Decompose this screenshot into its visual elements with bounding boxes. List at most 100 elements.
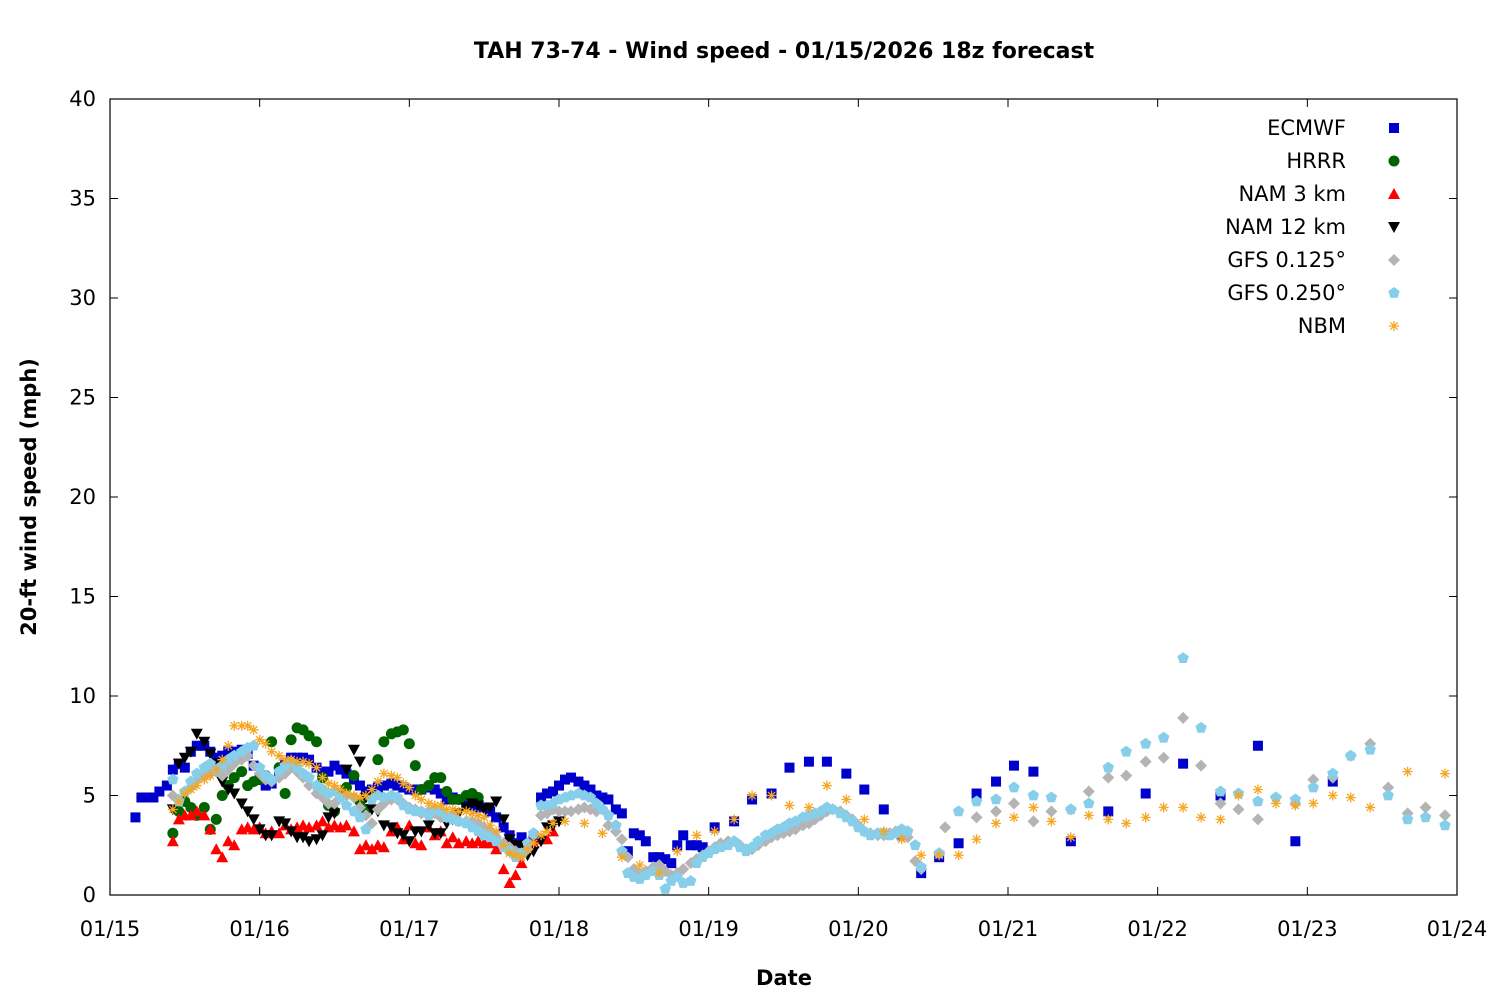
- data-point: [878, 826, 889, 837]
- legend-entry: GFS 0.125°: [1227, 248, 1400, 272]
- x-tick-label: 01/17: [379, 917, 440, 941]
- data-point: [616, 845, 628, 857]
- data-point: [236, 766, 248, 778]
- data-point: [803, 756, 814, 767]
- data-point: [166, 835, 179, 847]
- data-point: [317, 766, 328, 777]
- data-point: [441, 794, 452, 805]
- data-point: [329, 760, 340, 771]
- data-point: [1215, 814, 1226, 825]
- data-point: [348, 805, 360, 817]
- data-point: [1270, 798, 1281, 809]
- data-point: [1290, 800, 1301, 811]
- data-point: [841, 768, 852, 779]
- data-point: [490, 796, 503, 808]
- legend-marker: [1388, 222, 1400, 233]
- data-point: [423, 798, 434, 809]
- data-point: [354, 792, 365, 803]
- data-point: [660, 854, 671, 865]
- data-point: [198, 801, 210, 813]
- data-point: [172, 758, 185, 770]
- legend-marker: [1388, 188, 1400, 199]
- data-point: [1307, 781, 1319, 793]
- data-point: [222, 784, 235, 796]
- data-point: [1008, 812, 1019, 823]
- data-point: [542, 826, 553, 837]
- data-point: [821, 756, 832, 767]
- legend-entry: NAM 12 km: [1225, 215, 1400, 239]
- data-point: [397, 830, 410, 842]
- data-point: [1140, 737, 1152, 749]
- data-point: [335, 764, 346, 775]
- data-point: [1252, 784, 1263, 795]
- data-point: [616, 852, 627, 863]
- data-point: [1270, 791, 1282, 803]
- data-point: [229, 720, 240, 731]
- data-point: [377, 841, 390, 853]
- data-point: [542, 788, 553, 799]
- data-point: [199, 774, 210, 785]
- data-point: [142, 792, 153, 803]
- data-point: [223, 740, 234, 751]
- data-point: [1214, 785, 1227, 797]
- data-point: [285, 826, 298, 838]
- data-point: [691, 840, 702, 851]
- data-point: [510, 850, 521, 861]
- data-point: [685, 840, 696, 851]
- data-point: [473, 810, 484, 821]
- data-points: [130, 652, 1452, 894]
- data-point: [503, 877, 516, 889]
- data-point: [423, 780, 435, 792]
- data-point: [1045, 791, 1058, 803]
- data-point: [1083, 810, 1094, 821]
- data-point: [359, 839, 372, 851]
- data-point: [266, 736, 278, 748]
- data-point: [435, 800, 446, 811]
- data-point: [216, 776, 229, 788]
- data-point: [509, 869, 522, 881]
- data-point: [198, 809, 211, 821]
- data-point: [585, 784, 596, 795]
- data-point: [498, 822, 509, 833]
- data-point: [198, 736, 211, 748]
- legend-entry: NBM: [1298, 314, 1399, 338]
- data-point: [392, 772, 403, 783]
- data-point: [148, 792, 159, 803]
- data-point: [484, 802, 497, 814]
- data-point: [515, 857, 528, 869]
- data-point: [1178, 758, 1189, 769]
- data-point: [991, 818, 1002, 829]
- data-point: [161, 780, 172, 791]
- legend-label: NAM 12 km: [1225, 215, 1346, 239]
- data-point: [1046, 816, 1057, 827]
- data-point: [316, 830, 329, 842]
- data-point: [216, 790, 228, 801]
- data-point: [228, 788, 241, 800]
- data-point: [1102, 761, 1114, 773]
- data-point: [211, 764, 222, 775]
- data-point: [341, 788, 352, 799]
- data-point: [185, 801, 197, 813]
- data-point: [672, 840, 683, 851]
- data-point: [1419, 811, 1432, 823]
- data-point: [191, 740, 202, 751]
- data-point: [303, 779, 316, 792]
- legend-label: NBM: [1298, 314, 1346, 338]
- data-point: [323, 766, 334, 777]
- data-point: [210, 843, 223, 855]
- data-point: [228, 839, 241, 851]
- data-point: [397, 724, 409, 736]
- data-point: [191, 767, 203, 779]
- data-point: [1007, 797, 1020, 810]
- data-point: [548, 818, 559, 829]
- data-point: [279, 818, 292, 830]
- data-point: [610, 819, 622, 831]
- data-point: [1419, 801, 1432, 814]
- data-point: [304, 758, 315, 769]
- data-point: [1103, 814, 1114, 825]
- data-point: [1065, 803, 1077, 815]
- series-5: [167, 652, 1451, 894]
- data-point: [453, 806, 464, 817]
- data-point: [217, 754, 228, 765]
- data-point: [235, 798, 248, 810]
